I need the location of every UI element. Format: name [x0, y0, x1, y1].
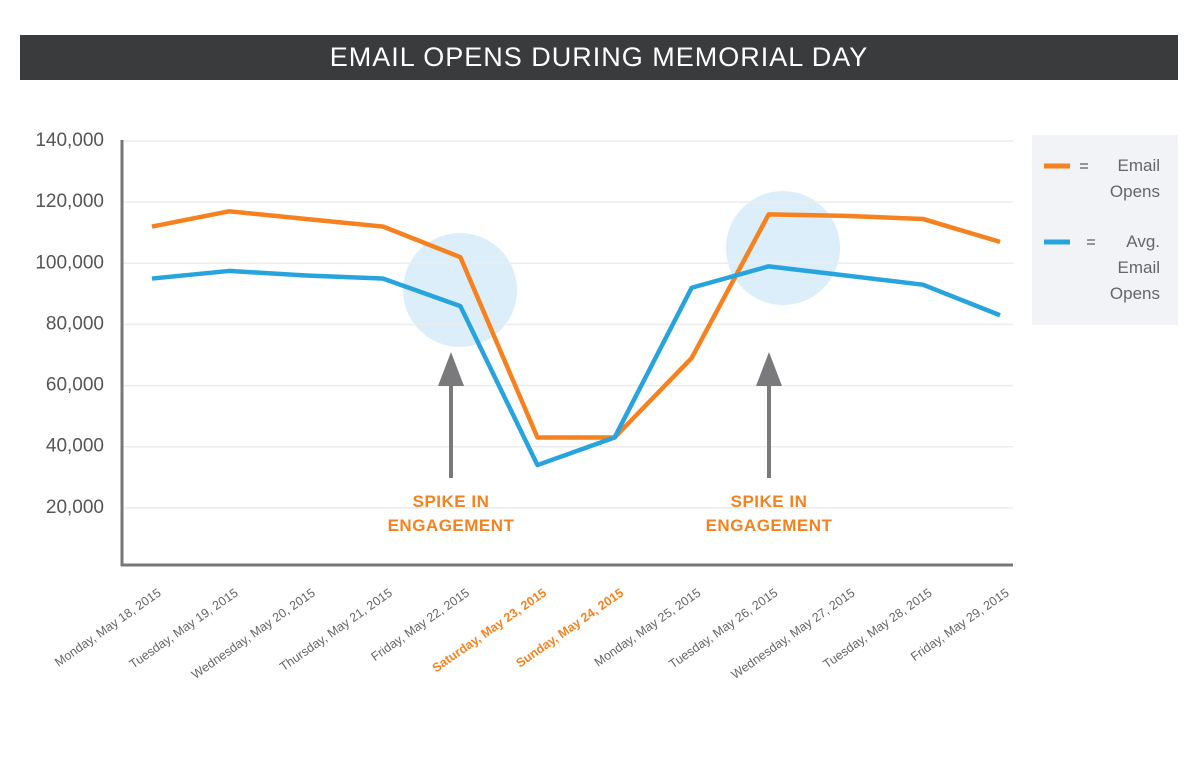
x-tick-label: Wednesday, May 27, 2015: [729, 586, 858, 682]
y-tick-label: 40,000: [46, 436, 104, 457]
chart-title: EMAIL OPENS DURING MEMORIAL DAY: [330, 42, 869, 72]
series-line: [151, 264, 1001, 468]
y-tick-label: 20,000: [46, 497, 104, 518]
y-tick-label: 100,000: [35, 252, 104, 273]
x-tick-label: Wednesday, May 20, 2015: [189, 586, 318, 682]
annotation: SPIKE IN ENGAGEMENT: [387, 492, 515, 535]
annotation: SPIKE IN ENGAGEMENT: [705, 492, 833, 535]
arrow-head: [438, 352, 464, 386]
title-bar: [20, 35, 1178, 80]
legend-label: Email Opens: [1109, 156, 1160, 201]
y-tick-label: 120,000: [35, 191, 104, 212]
series-line: [151, 209, 1001, 440]
arrow-head: [756, 352, 782, 386]
highlight-circle: [726, 191, 840, 305]
y-tick-label: 80,000: [46, 313, 104, 334]
y-tick-label: 60,000: [46, 375, 104, 396]
y-tick-label: 140,000: [35, 130, 104, 151]
legend-label: Avg. Email Opens: [1109, 232, 1160, 303]
